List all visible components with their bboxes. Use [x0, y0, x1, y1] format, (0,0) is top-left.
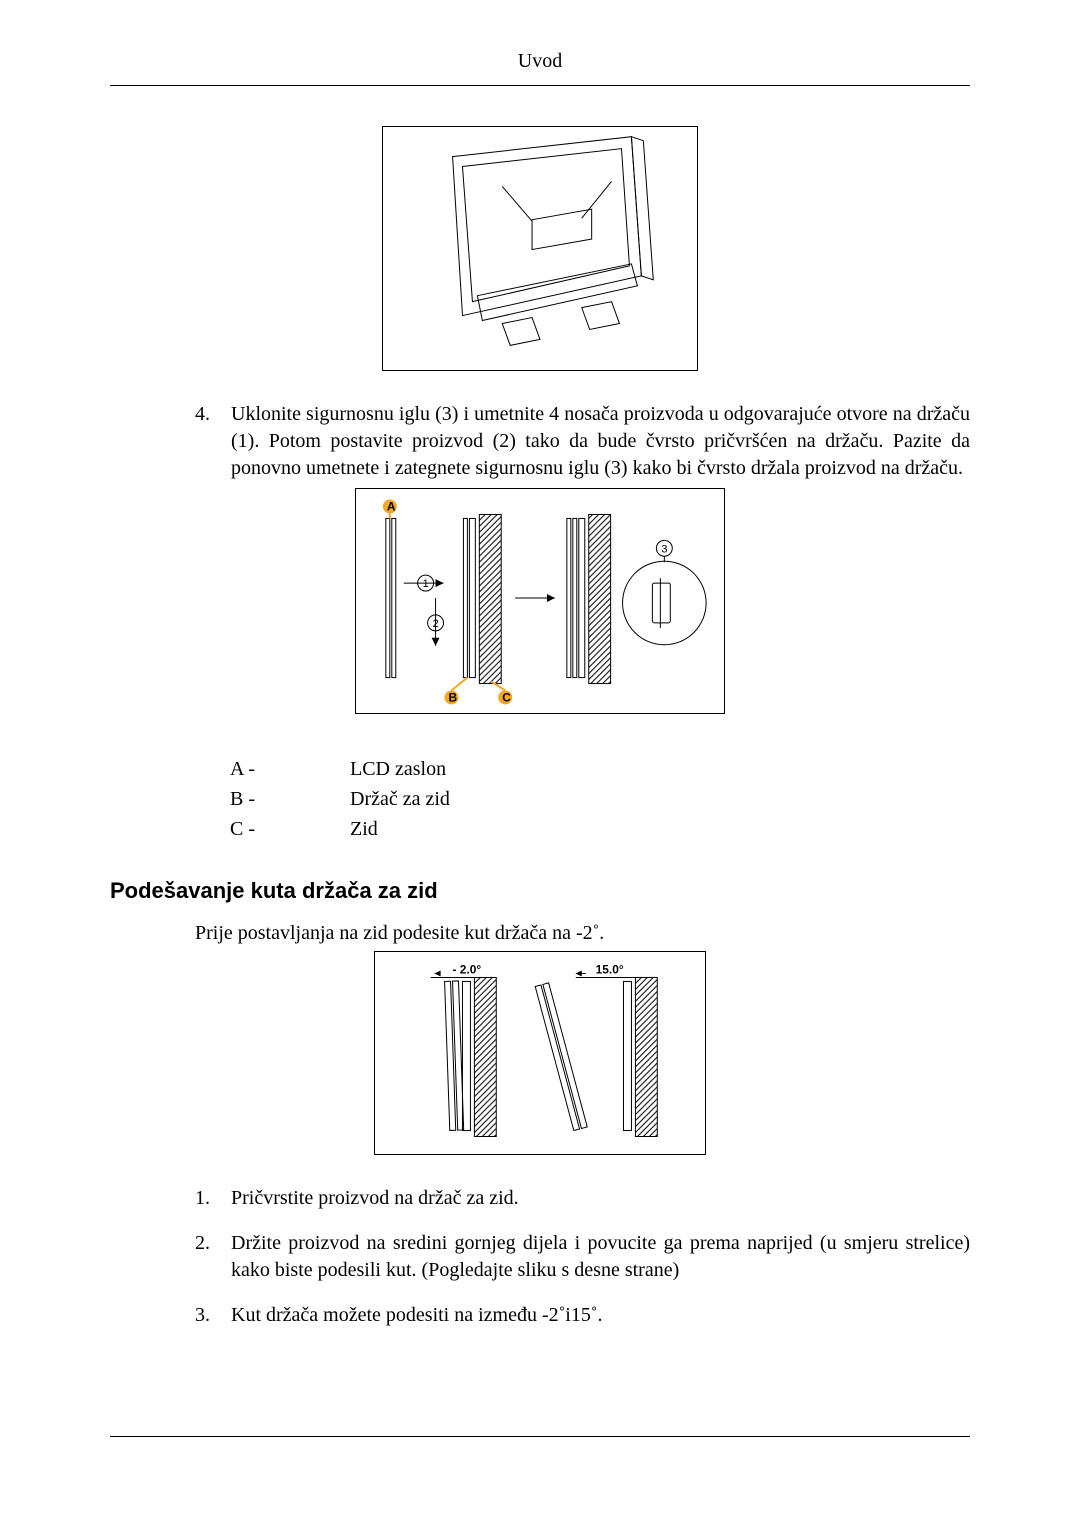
ordered-step: 2. Držite proizvod na sredini gornjeg di… [195, 1230, 970, 1284]
legend-value: LCD zaslon [350, 754, 446, 784]
page: Uvod 4. Uklonite sigurnosnu iglu (3) i u… [0, 0, 1080, 1379]
legend-row: A - LCD zaslon [230, 754, 970, 784]
fig3-left-label: - 2.0° [453, 962, 482, 976]
footer-rule [110, 1436, 970, 1437]
figure-2: 1 2 3 A B [355, 488, 725, 714]
section-heading: Podešavanje kuta držača za zid [110, 878, 970, 904]
step-number: 1. [195, 1185, 231, 1212]
step-number: 2. [195, 1230, 231, 1284]
step-number: 4. [195, 401, 231, 482]
figure-1 [382, 126, 698, 371]
legend-value: Držač za zid [350, 784, 450, 814]
fig2-b: B [448, 690, 457, 704]
fig2-n1: 1 [423, 578, 429, 590]
page-title: Uvod [518, 50, 562, 72]
ordered-step: 3. Kut držača možete podesiti na između … [195, 1302, 970, 1329]
step-text: Kut držača možete podesiti na između -2˚… [231, 1302, 970, 1329]
page-header: Uvod [110, 50, 970, 86]
ordered-step: 1. Pričvrstite proizvod na držač za zid. [195, 1185, 970, 1212]
ordered-step-4: 4. Uklonite sigurnosnu iglu (3) i umetni… [195, 401, 970, 482]
fig2-c: C [502, 690, 511, 704]
step-number: 3. [195, 1302, 231, 1329]
step-text: Pričvrstite proizvod na držač za zid. [231, 1185, 970, 1212]
legend-row: C - Zid [230, 814, 970, 844]
step-text: Uklonite sigurnosnu iglu (3) i umetnite … [231, 401, 970, 482]
legend-row: B - Držač za zid [230, 784, 970, 814]
legend-key: C - [230, 814, 350, 844]
legend-key: A - [230, 754, 350, 784]
step-text: Držite proizvod na sredini gornjeg dijel… [231, 1230, 970, 1284]
fig2-n3: 3 [661, 543, 667, 555]
fig2-a: A [387, 499, 396, 513]
legend: A - LCD zaslon B - Držač za zid C - Zid [230, 754, 970, 844]
section-intro: Prije postavljanja na zid podesite kut d… [195, 922, 970, 945]
legend-value: Zid [350, 814, 378, 844]
figure-3: - 2.0° 15.0° [374, 951, 706, 1155]
legend-key: B - [230, 784, 350, 814]
fig3-right-label: 15.0° [596, 962, 624, 976]
